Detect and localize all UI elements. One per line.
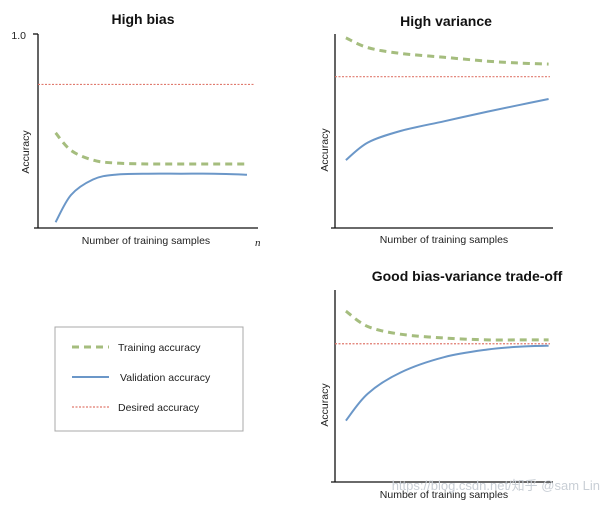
- legend: Training accuracy Validation accuracy De…: [54, 326, 244, 432]
- training-accuracy-line: [54, 131, 247, 166]
- watermark-text: https://blog.csdn.net/知乎 @sam Lin: [392, 478, 600, 493]
- legend-label-desired: Desired accuracy: [118, 402, 200, 414]
- y-axis-label: Accuracy: [20, 130, 32, 174]
- panel-good-tradeoff: Good bias-variance trade-off Accuracy Nu…: [319, 268, 563, 501]
- legend-box: [54, 326, 244, 432]
- legend-label-validation: Validation accuracy: [120, 372, 211, 384]
- panel-high-variance: High variance Accuracy Number of trainin…: [319, 13, 553, 246]
- validation-accuracy-line: [345, 344, 549, 422]
- x-axis-label: Number of training samples: [380, 234, 508, 246]
- x-end-label: n: [255, 237, 261, 249]
- chart-title: High variance: [400, 13, 492, 29]
- training-accuracy-line: [345, 36, 549, 66]
- validation-accuracy-line: [345, 98, 549, 161]
- y-tick-label: 1.0: [11, 30, 26, 42]
- legend-label-training: Training accuracy: [118, 342, 201, 354]
- chart-title: High bias: [111, 11, 174, 27]
- x-axis-label: Number of training samples: [380, 489, 508, 501]
- x-axis-label: Number of training samples: [82, 235, 210, 247]
- validation-accuracy-line: [54, 172, 248, 223]
- chart-title: Good bias-variance trade-off: [372, 268, 563, 284]
- y-axis-label: Accuracy: [319, 383, 331, 427]
- y-axis-label: Accuracy: [319, 128, 331, 172]
- panel-high-bias: High bias 1.0 Accuracy Number of trainin…: [11, 11, 261, 249]
- training-accuracy-line: [344, 309, 549, 342]
